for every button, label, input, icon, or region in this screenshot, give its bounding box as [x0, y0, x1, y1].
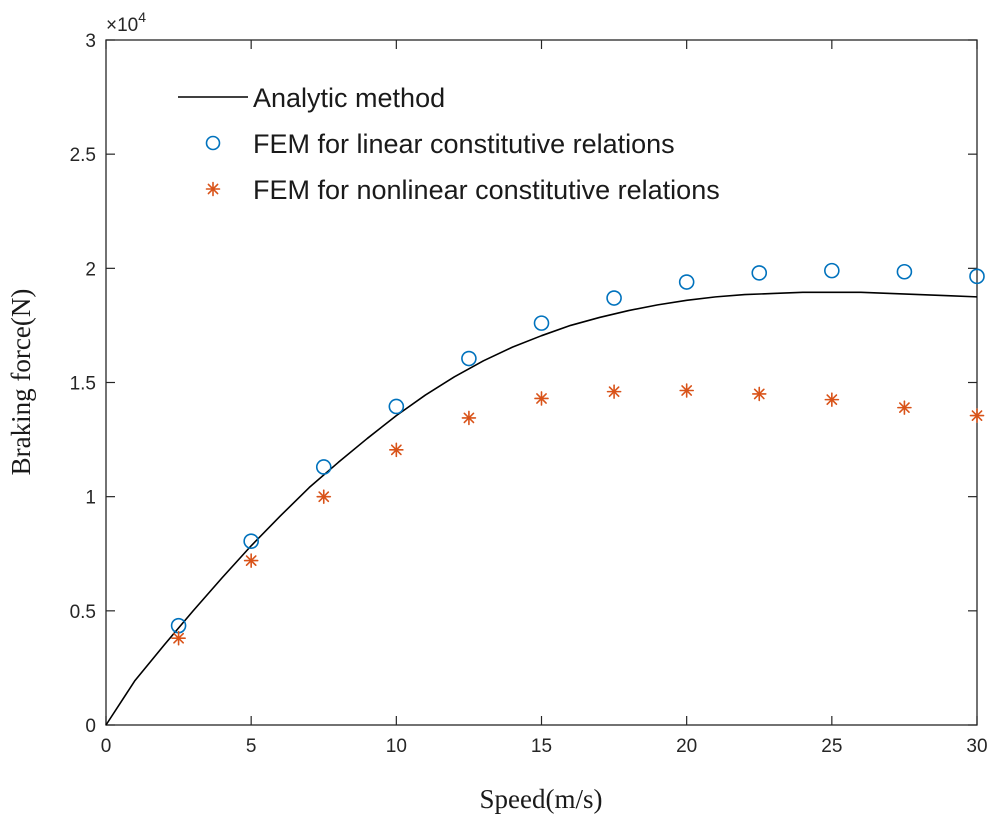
nonlinear-fem-point [606, 384, 622, 399]
y-axis: 0 0.5 1 1.5 2 2.5 3 [70, 31, 977, 737]
nonlinear-fem-point [534, 391, 549, 406]
linear-fem-point [388, 398, 405, 415]
x-tick-label: 30 [966, 736, 987, 757]
nonlinear-fem-point [243, 553, 259, 568]
y-tick-label: 2 [85, 259, 96, 280]
analytic-line [105, 291, 978, 726]
y-tick-label: 0 [85, 716, 96, 737]
nonlinear-fem-point [824, 392, 840, 407]
x-tick-label: 25 [821, 736, 842, 757]
nonlinear-fem-point [897, 400, 912, 415]
series-layer [105, 262, 985, 726]
y-tick-label: 0.5 [70, 602, 96, 623]
asterisk-stroke [826, 394, 838, 406]
nonlinear-fem-point [461, 410, 477, 426]
nonlinear-fem-point [969, 408, 985, 423]
legend-label-analytic: Analytic method [253, 83, 445, 113]
x-axis-title: Speed(m/s) [480, 784, 603, 814]
legend-swatch-linear [205, 135, 221, 151]
asterisk-stroke [318, 491, 330, 503]
legend-asterisk-mark [205, 181, 221, 197]
asterisk-stroke [536, 393, 547, 404]
asterisk-stroke [245, 555, 257, 566]
asterisk-stroke [207, 183, 219, 195]
y-axis-exponent-power: 4 [138, 9, 146, 25]
legend-swatch-nonlinear [205, 181, 221, 197]
y-tick-label: 1.5 [70, 374, 96, 395]
linear-fem-point [461, 350, 477, 367]
nonlinear-fem-point [679, 383, 694, 398]
linear-fem-point [896, 263, 913, 280]
linear-fem-point [606, 290, 622, 306]
legend-label-linear: FEM for linear constitutive relations [253, 129, 675, 159]
asterisk-stroke [899, 402, 910, 414]
x-tick-label: 20 [676, 736, 697, 757]
x-tick-label: 5 [246, 736, 257, 757]
linear-fem-point [824, 262, 840, 279]
nonlinear-fem-point [316, 489, 332, 504]
linear-fem-point [243, 533, 259, 549]
asterisk-stroke [681, 385, 693, 396]
asterisk-stroke [173, 632, 184, 644]
legend: Analytic method FEM for linear constitut… [178, 83, 720, 205]
linear-fem-point [751, 265, 768, 281]
nonlinear-fem-point [171, 630, 186, 646]
asterisk-stroke [753, 388, 765, 400]
linear-fem-point [315, 459, 332, 475]
legend-label-nonlinear: FEM for nonlinear constitutive relations [253, 175, 720, 205]
nonlinear-fem-point [389, 442, 404, 458]
x-axis: 0 5 10 15 20 25 30 [101, 40, 988, 757]
y-tick-label: 3 [85, 31, 96, 52]
y-tick-label: 2.5 [70, 145, 96, 166]
x-tick-label: 10 [386, 736, 407, 757]
asterisk-stroke [463, 412, 475, 424]
y-tick-label: 1 [85, 488, 96, 509]
y-axis-title: Braking force(N) [6, 289, 36, 476]
asterisk-stroke [390, 444, 402, 456]
x-tick-label: 0 [101, 736, 112, 757]
x-tick-label: 15 [531, 736, 552, 757]
y-axis-exponent: ×104 [106, 9, 146, 36]
asterisk-stroke [971, 410, 983, 422]
asterisk-stroke [608, 386, 620, 398]
nonlinear-fem-point [751, 386, 767, 402]
linear-fem-point [533, 315, 550, 331]
linear-fem-point [678, 274, 695, 290]
linear-fem-point [969, 268, 985, 285]
plot-area [105, 39, 978, 726]
